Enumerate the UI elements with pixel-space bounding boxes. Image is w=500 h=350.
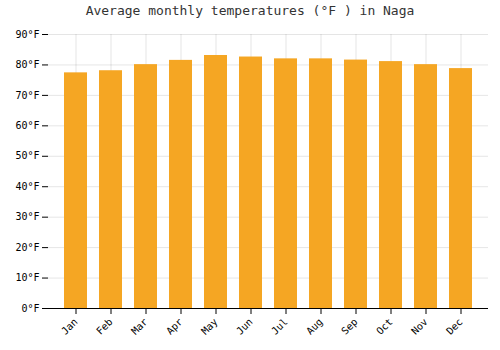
svg-text:10°F: 10°F — [15, 272, 39, 283]
svg-text:30°F: 30°F — [15, 211, 39, 222]
svg-text:0°F: 0°F — [21, 303, 39, 314]
svg-text:40°F: 40°F — [15, 181, 39, 192]
svg-text:Sep: Sep — [339, 316, 360, 337]
svg-text:Oct: Oct — [374, 316, 395, 337]
svg-text:Aug: Aug — [304, 316, 325, 337]
svg-text:Jun: Jun — [234, 316, 255, 337]
svg-text:80°F: 80°F — [15, 59, 39, 70]
svg-text:Feb: Feb — [94, 316, 115, 337]
svg-text:90°F: 90°F — [15, 29, 39, 40]
svg-text:70°F: 70°F — [15, 90, 39, 101]
svg-text:Jan: Jan — [59, 316, 80, 337]
svg-text:May: May — [199, 316, 220, 337]
svg-text:20°F: 20°F — [15, 242, 39, 253]
svg-text:Jul: Jul — [269, 316, 290, 337]
svg-text:Mar: Mar — [129, 316, 150, 337]
svg-text:50°F: 50°F — [15, 150, 39, 161]
svg-text:Nov: Nov — [409, 316, 430, 337]
svg-text:Apr: Apr — [164, 316, 185, 337]
html-text:Average monthly temperatures (: Average monthly temperatures (°F ) in Na… — [85, 3, 415, 18]
svg-text:Dec: Dec — [444, 316, 465, 337]
svg-text:60°F: 60°F — [15, 120, 39, 131]
